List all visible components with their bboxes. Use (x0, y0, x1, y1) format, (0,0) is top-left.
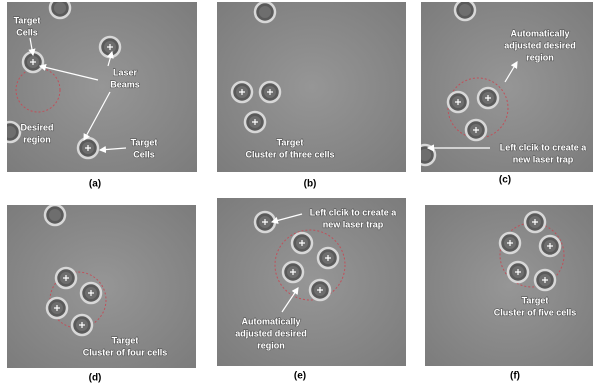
cell-core (4, 126, 16, 138)
panel (217, 2, 406, 172)
annotation: Cluster of five cells (494, 307, 577, 317)
cell-core (259, 6, 271, 18)
annotation: Target (14, 15, 41, 25)
annotation: Cells (133, 149, 155, 159)
annotation: Desired (20, 122, 53, 132)
panel (7, 205, 196, 368)
panel-label: (a) (89, 179, 101, 190)
annotation: region (257, 340, 285, 350)
annotation: region (526, 52, 554, 62)
annotation: Target (522, 295, 549, 305)
annotation: Automatically (241, 316, 300, 326)
cell-core (459, 4, 471, 16)
annotation: Cluster of four cells (83, 347, 168, 357)
annotation: new laser trap (323, 219, 384, 229)
annotation: Cluster of three cells (245, 149, 334, 159)
microscope-image (7, 205, 196, 368)
annotation: Target (112, 335, 139, 345)
figure: Target Cells Laser Beams Desired region … (0, 0, 601, 385)
annotation: region (23, 134, 51, 144)
panel-label: (e) (294, 371, 306, 382)
annotation: Target (131, 137, 158, 147)
annotation: Left clcik to create a (310, 207, 398, 217)
cell-core (419, 149, 431, 161)
panel-label: (b) (304, 179, 317, 190)
cell-core (49, 209, 61, 221)
microscope-image (425, 205, 593, 366)
annotation: Laser (113, 67, 138, 77)
annotation: Cells (16, 27, 38, 37)
annotation: new laser trap (513, 154, 574, 164)
panel-label: (c) (499, 175, 511, 186)
panel-label: (d) (89, 373, 102, 384)
annotation: Left clcik to create a (500, 142, 588, 152)
panel (425, 205, 593, 366)
annotation: adjusted desired (235, 328, 307, 338)
annotation: Beams (110, 79, 140, 89)
annotation: Automatically (510, 28, 569, 38)
annotation: Target (277, 137, 304, 147)
panel-label: (f) (510, 371, 520, 382)
cell-core (54, 2, 66, 14)
panel (0, 0, 197, 172)
annotation: adjusted desired (504, 40, 576, 50)
page: {"panels":[ {"label":"(a)","annotations"… (0, 0, 601, 385)
